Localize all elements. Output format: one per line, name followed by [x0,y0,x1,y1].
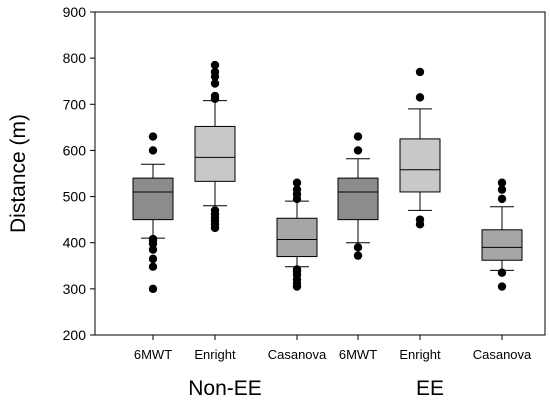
x-axis: 6MWT Enright Casanova Non-EE 6MWT Enright Casa… [134,335,532,400]
outlier-point [210,60,220,70]
outlier-point [353,251,363,260]
outlier-point [497,185,507,194]
outlier-point [353,146,363,155]
outlier-point [292,265,302,274]
box-4 [337,132,379,260]
outlier-point [415,67,425,77]
box-iqr [399,138,441,193]
boxes [132,60,523,294]
y-tick-label: 800 [63,50,87,66]
outlier-point [415,215,425,224]
box-iqr [276,217,318,258]
outlier-point [210,67,220,77]
y-tick-label: 200 [63,327,87,343]
category-label: 6MWT [339,347,377,362]
outlier-point [210,91,220,101]
box-iqr [132,177,174,221]
outlier-point [497,268,507,277]
outlier-point [353,243,363,252]
y-tick-label: 700 [63,96,87,112]
y-tick-label: 400 [63,235,87,251]
outlier-point [415,93,425,102]
outlier-point [148,234,158,244]
outlier-point [148,254,158,264]
y-tick-label: 600 [63,142,87,158]
y-axis: 200 300 400 500 600 700 800 900 [63,4,95,343]
y-tick-label: 900 [63,4,87,20]
box-iqr [337,177,379,221]
category-label: Enright [399,347,441,362]
outlier-point [292,178,302,187]
outlier-point [353,132,363,141]
outlier-point [210,206,220,215]
category-label: Casanova [473,347,532,362]
outlier-point [497,282,507,291]
outlier-point [497,194,507,204]
outlier-point [148,262,158,271]
group-label: Non-EE [188,377,262,400]
y-axis-title: Distance (m) [7,114,30,233]
plot-area [94,11,546,336]
y-tick-label: 300 [63,281,87,297]
box-2 [194,60,236,233]
outlier-point [292,185,302,194]
outlier-point [148,132,158,141]
plot-frame [94,11,546,336]
box-3 [276,178,318,291]
box-5 [399,67,441,229]
box-6 [481,178,523,291]
box-iqr [481,229,523,261]
category-label: Enright [194,347,236,362]
group-label: EE [416,377,444,400]
outlier-point [148,146,158,155]
box-iqr [194,125,236,182]
box-1 [132,132,174,294]
category-label: 6MWT [134,347,172,362]
y-tick-label: 500 [63,189,87,205]
outlier-point [497,178,507,187]
category-label: Casanova [268,347,327,362]
outlier-point [148,245,158,254]
outlier-point [148,284,158,294]
outlier-point [210,79,220,88]
